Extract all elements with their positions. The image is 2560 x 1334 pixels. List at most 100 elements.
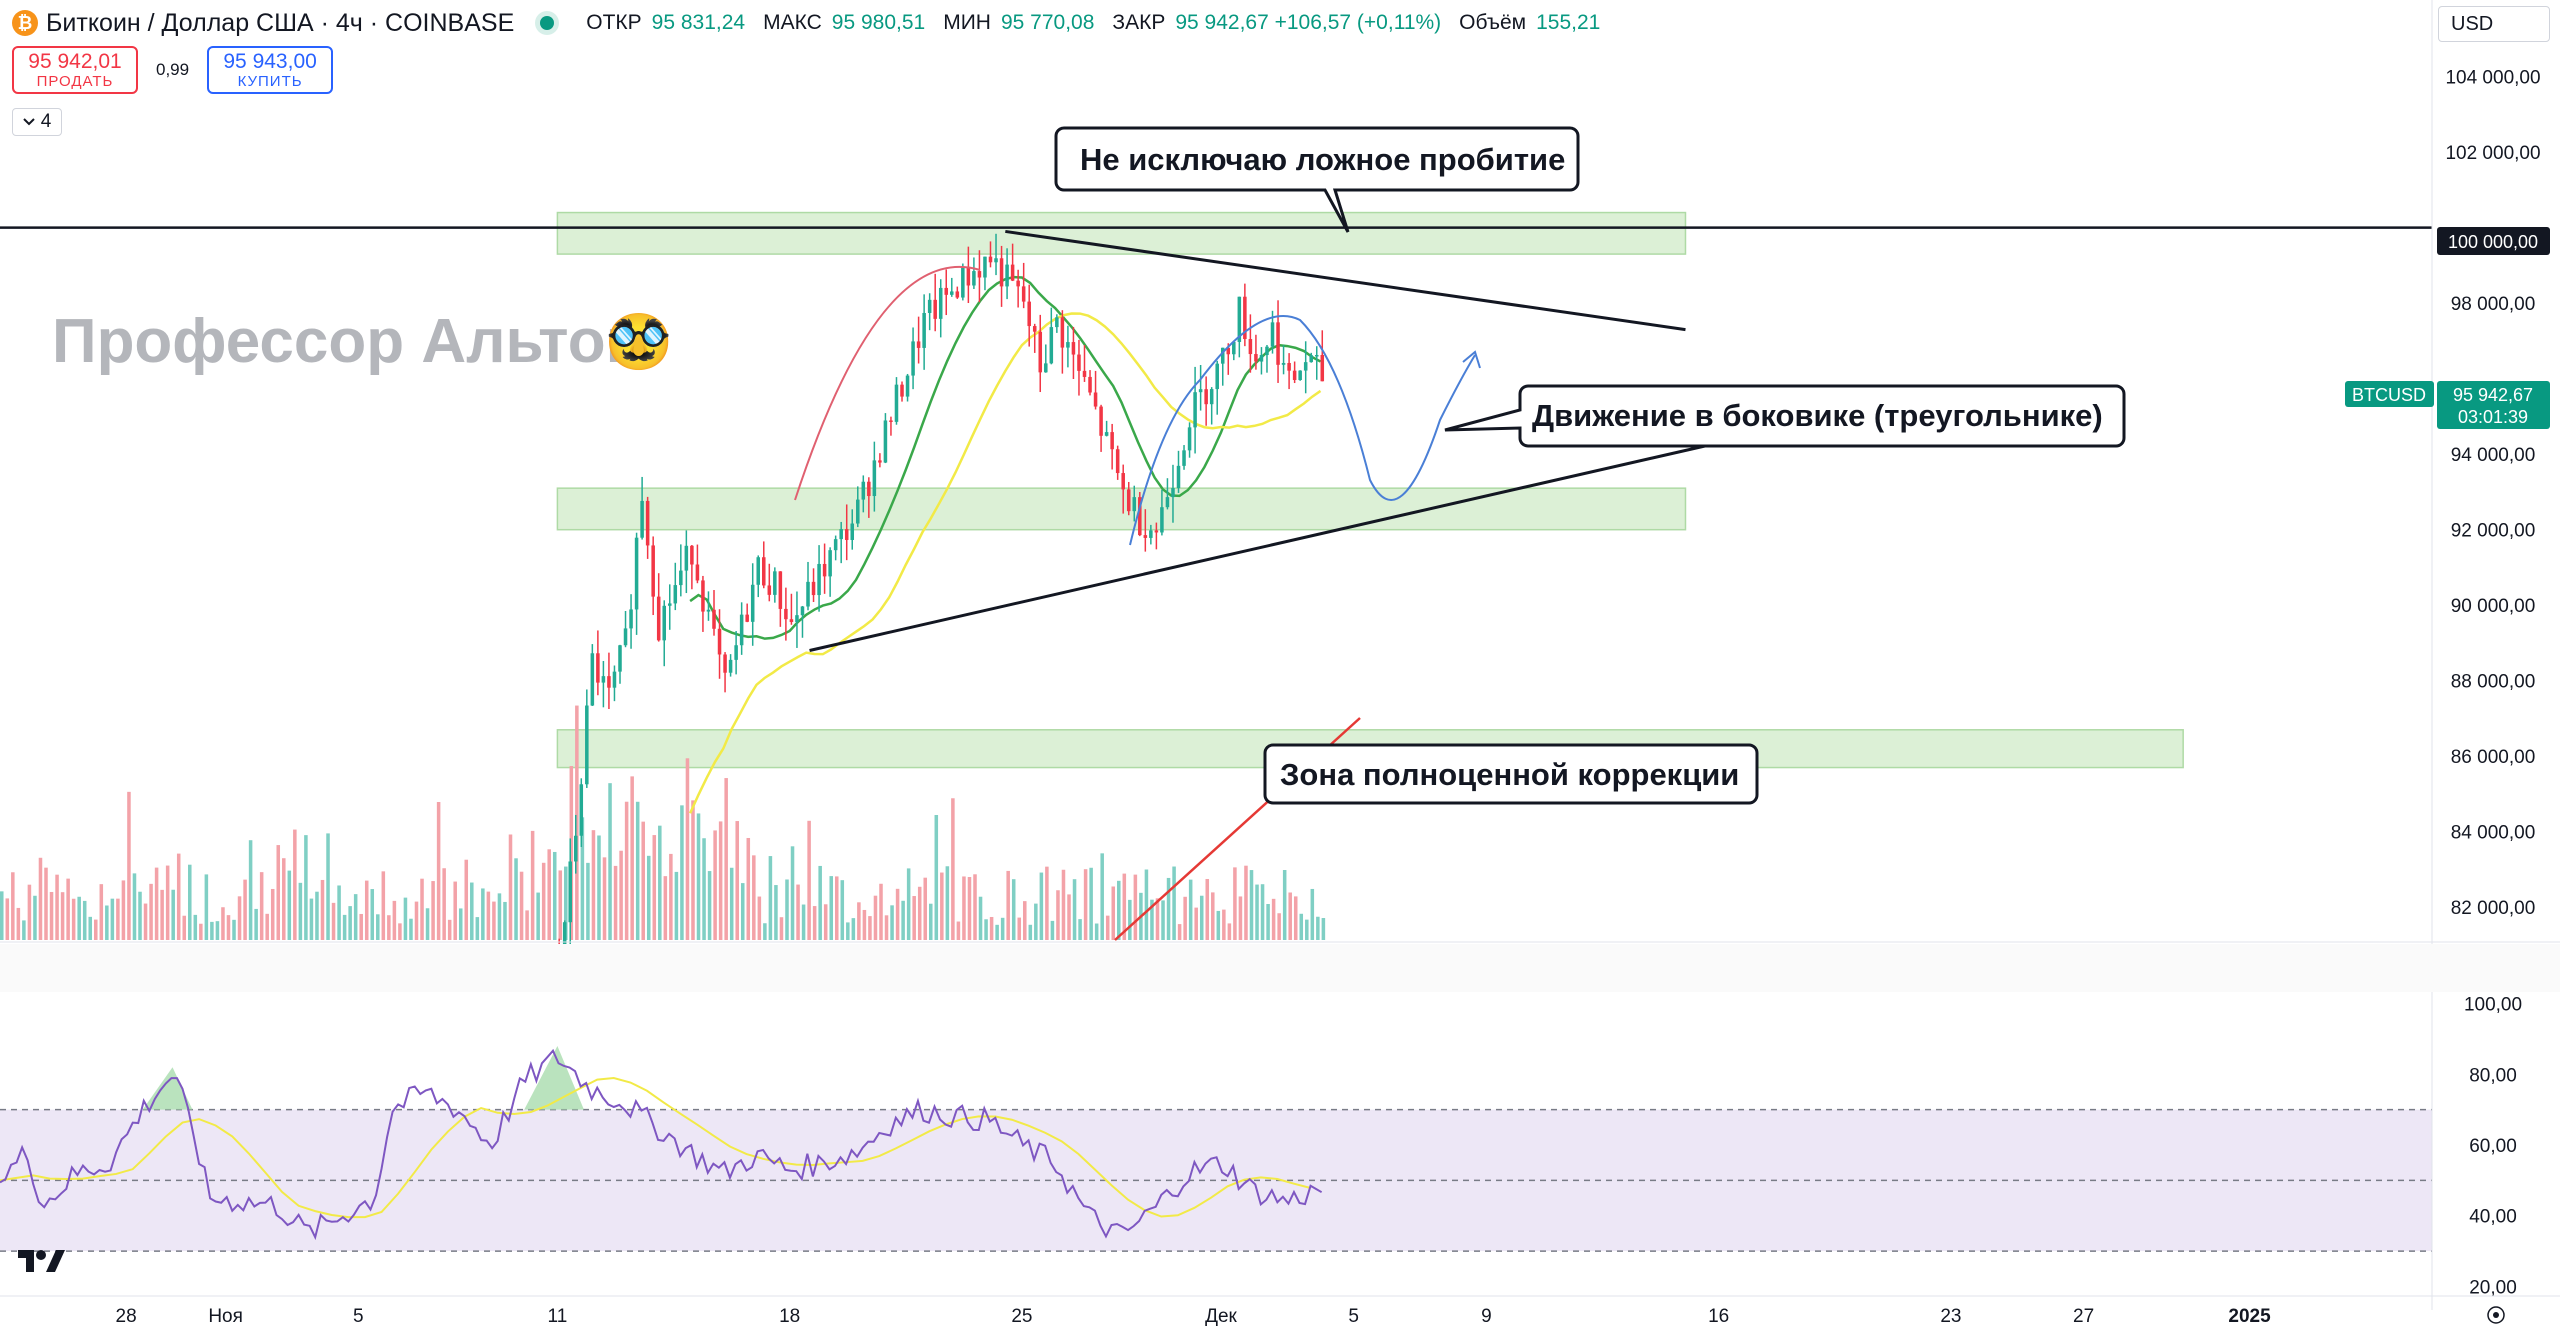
candle-body [883,420,888,463]
volume-bar [403,897,408,940]
volume-bar [901,900,905,940]
volume-bar [906,868,911,940]
volume-bar [807,820,811,940]
volume-bar [1072,879,1077,940]
symbol-title[interactable]: Биткоин / Доллар США · 4ч · COINBASE [46,8,515,37]
volume-bar [735,821,739,940]
candle-body [568,861,572,923]
sell-button[interactable]: 95 942,01 ПРОДАТЬ [12,46,138,94]
volume-bar [956,921,961,940]
volume-bar [409,918,413,940]
candle-body [1243,296,1247,340]
candle-body [961,266,965,298]
volume-bar [1034,903,1038,940]
trade-panel: 95 942,01 ПРОДАТЬ 0,99 95 943,00 КУПИТЬ [12,46,334,94]
volume-bar [940,872,944,940]
volume-bar [740,883,745,940]
candle-body [1016,280,1020,287]
volume-bar [298,882,303,940]
volume-bar [729,867,734,940]
candle-body [1160,507,1164,533]
volume-bar [320,879,325,940]
volume-bar [602,857,607,940]
volume-bar [1050,920,1055,940]
time-tick-label: 5 [1348,1306,1359,1327]
rsi-tick-label: 40,00 [2469,1207,2517,1228]
candle-body [656,596,661,641]
volume-bar [536,892,540,940]
volume-bar [1083,869,1088,940]
volume-bar [646,855,651,940]
candle-body [590,653,595,706]
volume-bar [453,881,457,940]
price-tick-label: 92 000,00 [2451,521,2536,542]
volume-bar [1321,918,1326,940]
volume-bar [1045,866,1049,940]
time-tick-label: Ноя [208,1306,243,1327]
callout-correction-zone[interactable]: Зона полноценной коррекции [1263,743,1759,805]
volume-bar [121,880,126,940]
candle-body [872,460,877,497]
volume-bar [1316,916,1320,940]
candle-body [1209,389,1214,405]
volume-bar [420,878,424,940]
settings-icon-center [2493,1312,2499,1318]
volume-bar [691,800,695,940]
volume-bar [364,880,369,940]
buy-button[interactable]: 95 943,00 КУПИТЬ [207,46,334,94]
candle-body [762,557,766,586]
currency-select[interactable]: USD [2438,6,2550,42]
volume-bar [547,849,551,940]
volume-bar [884,915,889,940]
candle-body [927,299,932,313]
volume-bar [1183,896,1187,940]
callout-sideways[interactable]: Движение в боковике (треугольнике) [1444,384,2126,448]
candle-body [1248,339,1253,355]
candle-body [734,645,738,660]
volume-bar [486,891,491,940]
volume-bar [1017,917,1022,940]
volume-bar [818,865,822,940]
candle-body [1276,322,1280,365]
candle-body [750,584,755,622]
volume-bar [464,859,469,940]
volume-bar [337,885,341,940]
candle-body [994,258,998,263]
volume-bar [1260,884,1265,940]
volume-bar [1305,919,1309,940]
candle-body [1126,489,1131,512]
volume-bar [1122,873,1127,940]
ohlc-low-value: 95 770,08 [1000,11,1095,34]
candle-body [828,550,832,577]
candle-body [712,609,716,629]
candle-body [1093,392,1098,407]
market-status-icon[interactable] [540,16,555,30]
volume-bar [282,858,286,940]
volume-bar [276,845,281,940]
volume-bar [978,896,983,940]
tradingview-logo-icon[interactable] [16,1248,66,1274]
volume-bar [796,884,800,940]
callout-sideways-text: Движение в боковике (треугольнике) [1532,398,2103,433]
volume-bar [60,892,65,940]
volume-bar [635,801,640,940]
watermark-emoji: 🥸 [605,312,672,372]
candlesticks [557,233,1325,988]
volume-bar [1188,879,1193,940]
indicators-toggle-button[interactable]: 4 [12,108,62,136]
price-tick-label: 98 000,00 [2451,294,2536,315]
time-axis[interactable]: 28 Ноя 5 11 18 25 Дек 5 9 16 23 27 2025 [0,1295,2560,1327]
chart-header: ₿ Биткоин / Доллар США · 4ч · COINBASE О… [12,6,1600,40]
rsi-tick-label: 60,00 [2469,1136,2517,1157]
candle-body [684,545,689,571]
volume-bar [265,913,269,940]
volume-bar [746,837,751,940]
time-tick-label: 28 [116,1306,137,1327]
volume-bar [331,902,336,940]
callout-false-breakout[interactable]: Не исключаю ложное пробитие [1054,126,1580,233]
candle-body [1143,535,1148,538]
candle-body [601,676,606,683]
candle-body [1021,286,1026,302]
